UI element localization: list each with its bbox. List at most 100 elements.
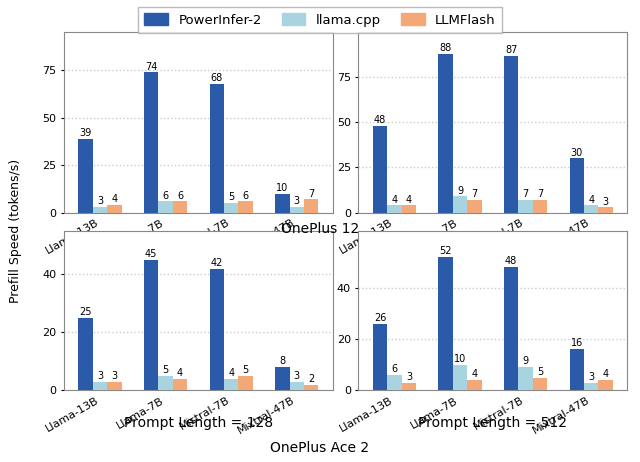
Bar	[570, 349, 584, 390]
Text: 30: 30	[571, 148, 583, 158]
Legend: PowerInfer-2, llama.cpp, LLMFlash: PowerInfer-2, llama.cpp, LLMFlash	[138, 6, 502, 33]
Text: 5: 5	[243, 365, 249, 375]
Bar	[532, 377, 547, 390]
Bar	[438, 257, 453, 390]
Bar	[275, 367, 289, 390]
Bar	[93, 382, 108, 390]
Text: 3: 3	[294, 371, 300, 381]
Text: 4: 4	[392, 195, 397, 205]
Text: 9: 9	[457, 186, 463, 196]
Bar	[304, 384, 318, 390]
Text: 3: 3	[602, 196, 609, 207]
Text: 6: 6	[177, 190, 183, 201]
Text: 39: 39	[79, 128, 92, 138]
Text: 3: 3	[406, 372, 412, 382]
Text: 10: 10	[454, 354, 466, 364]
Bar	[504, 56, 518, 213]
Text: 5: 5	[163, 365, 169, 375]
Bar	[387, 205, 402, 213]
Bar	[144, 72, 159, 213]
Text: Prompt Length = 128: Prompt Length = 128	[124, 416, 273, 430]
Text: 5: 5	[228, 193, 234, 202]
Text: Prompt Length = 512: Prompt Length = 512	[419, 416, 567, 430]
Bar	[532, 200, 547, 213]
Bar	[79, 139, 93, 213]
Bar	[238, 201, 253, 213]
Bar	[238, 376, 253, 390]
Bar	[79, 318, 93, 390]
Text: 9: 9	[522, 357, 529, 366]
Text: 16: 16	[571, 339, 583, 348]
Bar	[275, 194, 289, 213]
Text: 74: 74	[145, 61, 157, 72]
Bar	[387, 375, 402, 390]
Bar	[93, 207, 108, 213]
Bar	[289, 382, 304, 390]
Bar	[209, 269, 224, 390]
Text: 7: 7	[522, 189, 529, 200]
Bar	[504, 267, 518, 390]
Bar	[289, 207, 304, 213]
Text: Prefill Speed (tokens/s): Prefill Speed (tokens/s)	[10, 159, 22, 303]
Text: 4: 4	[111, 195, 118, 204]
Text: 48: 48	[505, 256, 517, 266]
Text: 6: 6	[392, 364, 397, 374]
Text: 4: 4	[588, 195, 594, 205]
Bar	[173, 379, 188, 390]
Bar	[108, 382, 122, 390]
Text: 87: 87	[505, 45, 517, 55]
Text: 2: 2	[308, 374, 314, 384]
Text: 4: 4	[602, 369, 609, 379]
Text: 6: 6	[243, 190, 249, 201]
Text: 3: 3	[294, 196, 300, 206]
Text: 4: 4	[177, 368, 183, 378]
Bar	[438, 54, 453, 213]
Text: 68: 68	[211, 73, 223, 83]
Bar	[467, 380, 482, 390]
Text: 88: 88	[440, 43, 452, 54]
Text: 42: 42	[211, 258, 223, 268]
Text: 7: 7	[537, 189, 543, 200]
Bar	[570, 158, 584, 213]
Bar	[467, 200, 482, 213]
Bar	[108, 205, 122, 213]
Text: 10: 10	[276, 183, 289, 193]
Text: OnePlus Ace 2: OnePlus Ace 2	[271, 441, 369, 455]
Text: 5: 5	[537, 367, 543, 377]
Text: 4: 4	[406, 195, 412, 205]
Text: 45: 45	[145, 249, 157, 259]
Bar	[159, 376, 173, 390]
Text: OnePlus 12: OnePlus 12	[281, 222, 359, 236]
Bar	[453, 196, 467, 213]
Bar	[209, 84, 224, 213]
Bar	[584, 205, 598, 213]
Text: 3: 3	[111, 371, 118, 381]
Bar	[598, 207, 612, 213]
Bar	[402, 205, 416, 213]
Bar	[584, 383, 598, 390]
Bar	[402, 383, 416, 390]
Text: 3: 3	[588, 372, 594, 382]
Bar	[453, 365, 467, 390]
Bar	[373, 126, 387, 213]
Text: 4: 4	[472, 369, 477, 379]
Bar	[598, 380, 612, 390]
Bar	[373, 323, 387, 390]
Text: 4: 4	[228, 368, 234, 378]
Bar	[173, 201, 188, 213]
Text: 7: 7	[471, 189, 477, 200]
Text: 3: 3	[97, 196, 103, 206]
Bar	[518, 367, 532, 390]
Bar	[224, 203, 238, 213]
Text: 3: 3	[97, 371, 103, 381]
Text: 7: 7	[308, 188, 314, 199]
Bar	[159, 201, 173, 213]
Bar	[518, 200, 532, 213]
Text: 52: 52	[439, 246, 452, 256]
Text: 6: 6	[163, 190, 169, 201]
Text: 25: 25	[79, 307, 92, 317]
Bar	[144, 260, 159, 390]
Bar	[304, 199, 318, 213]
Text: 26: 26	[374, 313, 386, 323]
Text: 48: 48	[374, 116, 386, 126]
